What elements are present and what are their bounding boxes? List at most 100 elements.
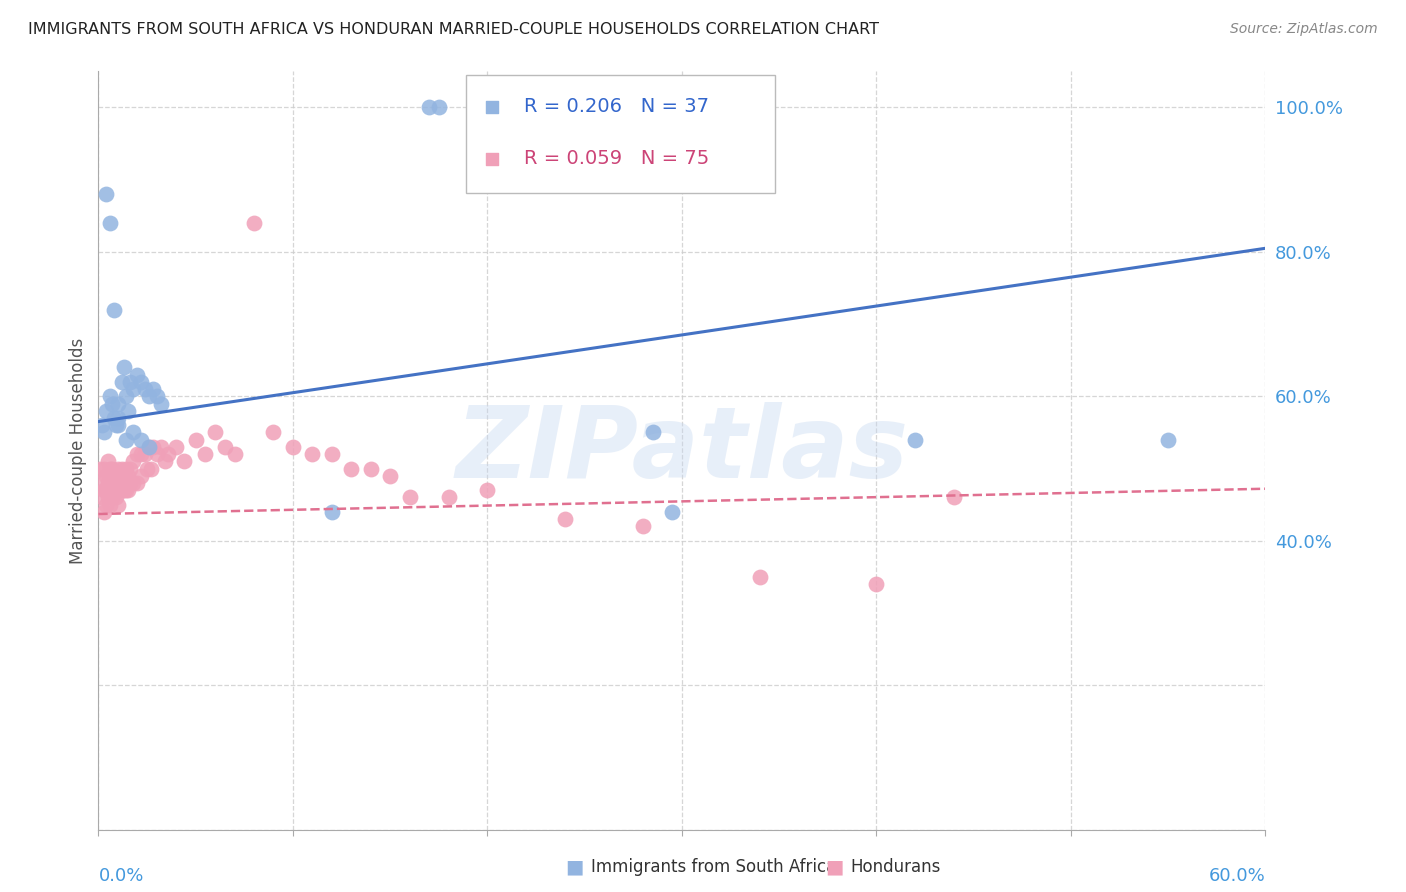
Hondurans	[118, 461, 141, 475]
Hondurans	[129, 468, 152, 483]
Hondurans	[301, 447, 323, 461]
Hondurans	[631, 519, 654, 533]
Hondurans	[112, 483, 135, 498]
Hondurans	[107, 483, 129, 498]
Hondurans	[204, 425, 226, 440]
Immigrants from South Africa	[142, 382, 165, 396]
Hondurans	[96, 468, 118, 483]
Hondurans	[214, 440, 236, 454]
Hondurans	[103, 468, 125, 483]
Hondurans	[91, 491, 114, 505]
Point	[742, 135, 765, 149]
Hondurans	[748, 570, 770, 584]
Text: 0.0%: 0.0%	[98, 867, 143, 886]
Hondurans	[101, 461, 124, 475]
Hondurans	[104, 475, 127, 490]
Hondurans	[127, 475, 149, 490]
Immigrants from South Africa	[129, 433, 152, 447]
Hondurans	[139, 461, 162, 475]
Hondurans	[165, 440, 187, 454]
Text: Hondurans: Hondurans	[851, 858, 941, 876]
Hondurans	[149, 440, 172, 454]
Hondurans	[153, 454, 176, 468]
Hondurans	[89, 461, 111, 475]
Immigrants from South Africa	[104, 418, 127, 433]
Immigrants from South Africa	[138, 440, 160, 454]
Immigrants from South Africa	[93, 425, 115, 440]
Immigrants from South Africa	[118, 375, 141, 389]
Immigrants from South Africa	[321, 505, 343, 519]
Immigrants from South Africa	[98, 216, 121, 230]
Hondurans	[114, 461, 136, 475]
Hondurans	[111, 461, 134, 475]
Text: R = 0.059   N = 75: R = 0.059 N = 75	[524, 149, 710, 168]
Hondurans	[122, 454, 145, 468]
Hondurans	[138, 440, 160, 454]
Hondurans	[114, 483, 136, 498]
Hondurans	[173, 454, 195, 468]
Hondurans	[554, 512, 576, 526]
Hondurans	[97, 454, 120, 468]
Hondurans	[943, 491, 966, 505]
Hondurans	[93, 505, 115, 519]
Immigrants from South Africa	[138, 389, 160, 403]
Immigrants from South Africa	[114, 389, 136, 403]
Hondurans	[281, 440, 304, 454]
Hondurans	[360, 461, 382, 475]
Immigrants from South Africa	[103, 411, 125, 425]
Immigrants from South Africa	[103, 302, 125, 317]
Hondurans	[321, 447, 343, 461]
Hondurans	[107, 498, 129, 512]
Hondurans	[129, 447, 152, 461]
Hondurans	[96, 483, 118, 498]
Hondurans	[107, 461, 129, 475]
Immigrants from South Africa	[129, 375, 152, 389]
Immigrants from South Africa	[1157, 433, 1180, 447]
Hondurans	[93, 483, 115, 498]
Hondurans	[98, 498, 121, 512]
Hondurans	[146, 447, 169, 461]
Hondurans	[340, 461, 363, 475]
Hondurans	[437, 491, 460, 505]
Hondurans	[117, 468, 139, 483]
Hondurans	[398, 491, 420, 505]
Immigrants from South Africa	[101, 396, 124, 410]
Hondurans	[243, 216, 266, 230]
Immigrants from South Africa	[107, 411, 129, 425]
Text: ZIPatlas: ZIPatlas	[456, 402, 908, 499]
Immigrants from South Africa	[98, 389, 121, 403]
Immigrants from South Africa	[117, 403, 139, 417]
Hondurans	[104, 491, 127, 505]
Hondurans	[865, 577, 887, 591]
Hondurans	[93, 461, 115, 475]
Immigrants from South Africa	[146, 389, 169, 403]
Text: R = 0.206   N = 37: R = 0.206 N = 37	[524, 97, 710, 117]
Immigrants from South Africa	[122, 382, 145, 396]
Immigrants from South Africa	[641, 425, 664, 440]
Text: Source: ZipAtlas.com: Source: ZipAtlas.com	[1230, 22, 1378, 37]
Hondurans	[97, 491, 120, 505]
Hondurans	[91, 475, 114, 490]
Hondurans	[127, 447, 149, 461]
Immigrants from South Africa	[134, 382, 156, 396]
Text: 60.0%: 60.0%	[1209, 867, 1265, 886]
Immigrants from South Africa	[96, 403, 118, 417]
Immigrants from South Africa	[107, 396, 129, 410]
Hondurans	[108, 468, 131, 483]
Immigrants from South Africa	[107, 418, 129, 433]
Hondurans	[117, 483, 139, 498]
Hondurans	[112, 468, 135, 483]
Hondurans	[98, 461, 121, 475]
Y-axis label: Married-couple Households: Married-couple Households	[69, 337, 87, 564]
Hondurans	[111, 483, 134, 498]
Hondurans	[103, 483, 125, 498]
Hondurans	[97, 475, 120, 490]
Hondurans	[118, 475, 141, 490]
Hondurans	[262, 425, 284, 440]
Hondurans	[224, 447, 246, 461]
Text: ■: ■	[825, 857, 844, 877]
Hondurans	[157, 447, 180, 461]
Immigrants from South Africa	[111, 375, 134, 389]
Immigrants from South Africa	[127, 368, 149, 382]
Hondurans	[98, 483, 121, 498]
